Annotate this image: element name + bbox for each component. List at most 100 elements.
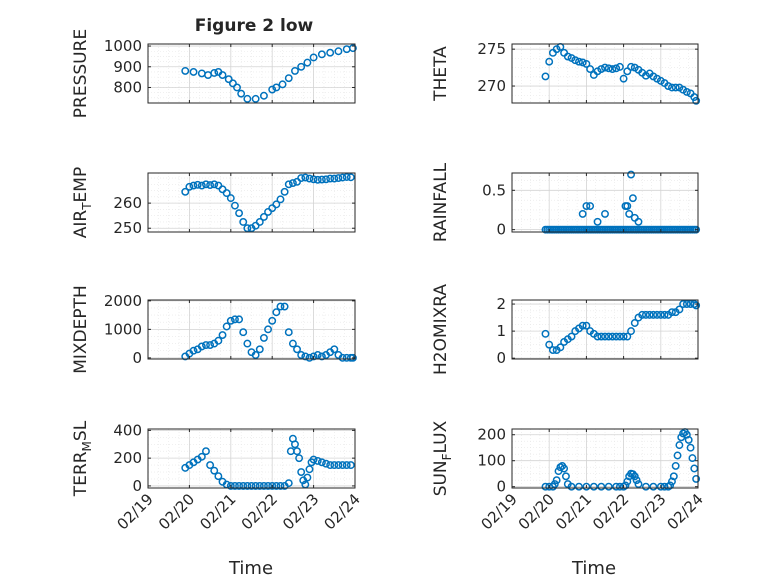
y-axis-label: MIXDEPTH (71, 285, 91, 374)
data-point (634, 217, 643, 226)
data-point (259, 212, 268, 221)
y-axis-label: TERRMSL (71, 420, 94, 497)
data-point (259, 91, 268, 100)
data-point (597, 482, 606, 491)
data-point (326, 48, 335, 57)
data-point (230, 315, 239, 324)
data-point (586, 65, 595, 74)
data-point (210, 466, 219, 475)
data-point (593, 332, 602, 341)
data-point (608, 65, 617, 74)
data-point (272, 200, 281, 209)
time-tick-label: 02/24 (321, 490, 364, 533)
data-point (628, 470, 637, 479)
data-point (578, 58, 587, 67)
data-point (686, 443, 695, 452)
data-point (627, 170, 635, 179)
y-axis-label: H2OMIXRA (431, 284, 451, 375)
data-point (338, 353, 347, 362)
data-point (197, 452, 206, 461)
time-tick-label: 02/21 (552, 490, 595, 533)
data-point (604, 482, 613, 491)
y-tick-label: 1 (496, 322, 506, 340)
data-point (571, 56, 580, 65)
data-point (255, 218, 264, 226)
data-point (247, 481, 256, 490)
data-point (239, 218, 248, 226)
data-point (601, 332, 609, 341)
data-point (224, 75, 233, 84)
time-tick-label: 02/24 (664, 490, 707, 533)
data-point (218, 71, 227, 80)
data-point (556, 343, 565, 352)
data-point (649, 482, 658, 491)
data-point (272, 308, 281, 317)
data-point (630, 319, 639, 327)
plot-area (512, 44, 698, 103)
data-point (280, 302, 289, 311)
data-point (561, 472, 570, 481)
y-axis-label: THETA (431, 46, 451, 102)
axes-frame (147, 172, 356, 233)
data-point (268, 85, 277, 94)
data-point (604, 64, 613, 73)
data-point (628, 194, 637, 203)
data-point (288, 179, 297, 187)
data-point (313, 351, 322, 359)
y-tick-label: 270 (477, 77, 506, 95)
data-point (682, 87, 691, 96)
time-tick-label: 02/23 (279, 490, 322, 533)
data-point (653, 310, 662, 319)
time-tick-label: 02/19 (478, 490, 521, 533)
data-point (297, 351, 306, 359)
data-point (189, 346, 198, 355)
data-point (239, 481, 248, 490)
data-point (218, 331, 227, 340)
data-point (330, 174, 339, 183)
data-point (305, 174, 314, 183)
data-point (563, 52, 572, 61)
data-point (228, 79, 237, 88)
data-point (656, 310, 665, 319)
data-point (305, 465, 314, 474)
data-point (675, 305, 684, 314)
data-point (197, 181, 206, 190)
subplot-theta: 270 275 THETA (431, 40, 701, 105)
data-point (189, 181, 198, 190)
data-point (181, 187, 190, 196)
data-point (305, 353, 314, 362)
data-point (545, 57, 554, 66)
data-point (214, 472, 223, 481)
data-point (692, 225, 701, 234)
data-point (226, 194, 235, 203)
data-point (612, 482, 621, 491)
data-point (309, 352, 318, 361)
data-point (251, 94, 260, 103)
data-point (202, 180, 210, 189)
data-point (251, 481, 260, 490)
y-tick-label: 400 (113, 421, 142, 439)
data-point (608, 332, 617, 341)
data-point (645, 310, 654, 319)
data-point (669, 472, 678, 481)
data-point (582, 59, 591, 68)
data-point (293, 447, 301, 456)
y-axis-label: SUNFLUX (431, 420, 454, 496)
data-point (597, 332, 606, 341)
data-point (284, 328, 293, 337)
y-tick-label: 0 (496, 349, 506, 367)
data-point (641, 482, 650, 491)
time-tick-label: 02/21 (196, 490, 239, 533)
data-point (222, 322, 231, 331)
data-point (664, 82, 673, 90)
data-point (346, 173, 355, 182)
data-point (623, 202, 632, 210)
data-point (578, 209, 587, 218)
data-point (334, 174, 343, 182)
data-point (268, 316, 277, 325)
time-tick-label: 02/19 (114, 490, 157, 533)
data-point (230, 201, 239, 210)
data-point (567, 332, 576, 341)
